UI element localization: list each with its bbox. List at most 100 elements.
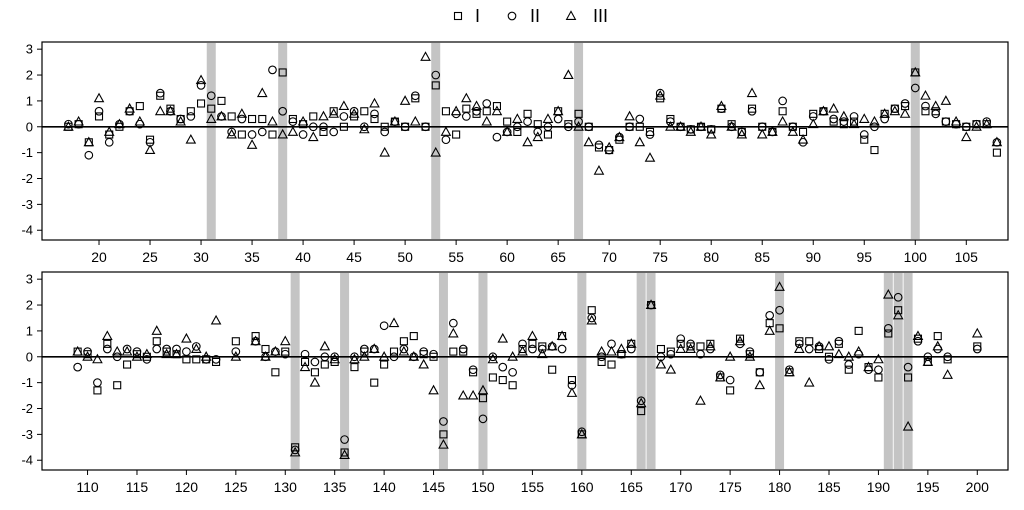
data-point-circle [982,117,992,126]
highlight-band [646,273,656,469]
data-point-circle [268,65,277,75]
data-point-square [462,104,471,113]
data-point-triangle [481,115,493,126]
x-tick-label: 55 [448,249,464,265]
data-point-triangle [848,118,860,129]
data-point-triangle [522,136,533,147]
data-point-square [212,357,221,366]
data-point-triangle [843,351,855,361]
data-point-circle [804,344,814,354]
x-tick-label: 95 [856,249,872,265]
data-point-square [399,337,408,346]
x-tick-label: 145 [422,479,446,495]
data-point-circle [655,88,665,98]
data-point-triangle [307,131,319,142]
data-point-square [931,107,940,116]
data-point-triangle [236,108,248,118]
data-point-square [805,337,814,346]
x-tick-label: 185 [817,479,841,495]
data-point-triangle [787,126,799,136]
legend-label: III [593,6,608,26]
data-point-triangle [922,356,934,366]
x-tick-label: 170 [669,479,693,495]
data-point-triangle [440,126,452,136]
data-point-triangle [338,100,350,111]
data-point-square [824,352,834,361]
data-point-square [281,347,290,356]
x-tick-label: 65 [550,249,566,265]
data-point-square [528,339,537,348]
data-point-square [370,114,379,124]
data-point-square [594,143,604,152]
data-point-triangle [532,131,544,142]
data-point-triangle [724,351,736,361]
data-point-triangle [960,131,972,142]
data-point-square [637,407,646,416]
data-point-triangle [920,89,931,100]
data-point-triangle [328,108,340,118]
data-point-circle [448,318,458,328]
x-tick-label: 30 [193,249,209,265]
data-point-circle [122,344,132,354]
x-tick-label: 175 [718,479,742,495]
data-point-circle [488,352,498,362]
data-point-triangle [734,335,746,346]
data-point-square [745,350,754,359]
data-point-circle [389,352,399,362]
data-point-circle [330,352,340,362]
data-point-circle [553,114,563,124]
data-point-triangle [624,110,635,121]
data-point-square [429,352,438,361]
data-point-circle [380,127,390,137]
data-point-triangle [457,389,469,400]
data-point-triangle [991,136,1003,147]
data-point-triangle [428,384,439,395]
data-point-square [503,117,512,126]
highlight-band [883,273,893,469]
data-point-triangle [556,330,568,341]
data-point-circle [537,344,547,354]
data-point-triangle [359,351,370,361]
x-tick-label: 150 [471,479,495,495]
data-point-triangle [932,340,944,351]
data-point-triangle [477,384,489,395]
data-point-triangle [695,121,707,131]
data-point-square [854,326,863,335]
data-point-square [548,365,557,374]
data-point-triangle [299,361,311,372]
data-point-circle [400,122,410,132]
legend-marker-circle [507,11,517,21]
y-tick-label: -3 [21,427,33,442]
data-point-square [196,99,206,108]
data-point-circle [247,130,257,139]
data-point-triangle [685,126,697,136]
data-point-square [943,355,952,364]
bottom-panel: -4 -3 -2 -1 0 1 2 3 110 115 120 125 130 135 140 145 150 1… [21,271,1009,495]
data-point-circle [617,349,626,359]
y-tick-label: 3 [26,272,33,287]
data-point-circle [564,122,573,132]
data-point-circle [587,313,597,323]
x-tick-label: 100 [904,249,928,265]
data-point-circle [577,427,587,437]
data-point-circle [152,344,162,354]
data-point-triangle [250,335,261,346]
data-point-triangle [726,121,737,131]
data-point-square [834,339,843,348]
data-point-triangle [270,345,281,356]
data-point-circle [458,344,468,354]
x-tick-label: 165 [620,479,644,495]
data-point-circle [543,122,553,132]
x-tick-label: 190 [867,479,891,495]
data-point-triangle [603,141,615,152]
data-point-square [884,329,893,338]
data-point-triangle [279,335,291,346]
data-point-triangle [471,100,482,111]
data-point-circle [972,119,981,129]
data-point-triangle [124,102,135,113]
data-point-circle [696,349,705,359]
data-point-circle [844,360,854,369]
data-point-square [217,96,226,105]
data-point-circle [441,135,451,145]
y-tick-label: 1 [26,93,33,108]
